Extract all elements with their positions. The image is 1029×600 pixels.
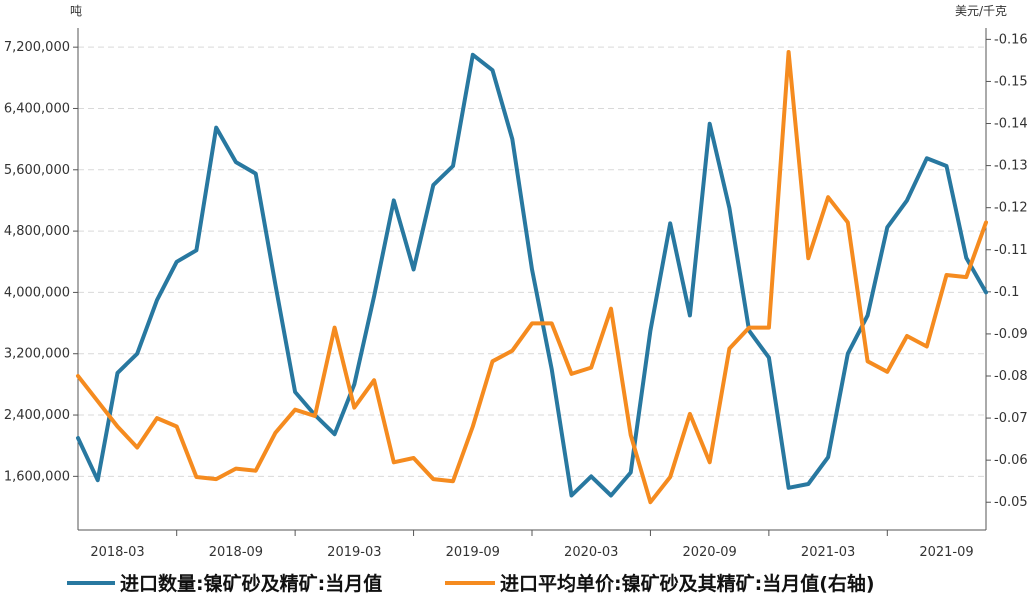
left-tick-label: 3,200,000 (4, 347, 70, 362)
right-tick-label: -0.1 (994, 285, 1019, 300)
series-line-quantity (76, 52, 988, 498)
right-axis-unit: 美元/千克 (955, 4, 1007, 18)
right-axis-ticks: -0.05 -0.06 -0.07 -0.08 -0.09 -0.1 -0.11 -0.12 -… (986, 32, 1028, 510)
left-tick-label: 7,200,000 (4, 40, 70, 55)
gridlines (78, 46, 986, 477)
x-tick-label: 2019-03 (327, 545, 381, 560)
legend: 进口数量:镍矿砂及精矿:当月值 进口平均单价:镍矿砂及其精矿:当月值(右轴) (67, 572, 875, 595)
x-axis-ticks: 2018-03 2018-09 2019-03 2019-09 2020-03 2020-… (90, 530, 974, 560)
right-tick-label: -0.13 (994, 159, 1028, 174)
x-tick-label: 2021-03 (801, 545, 855, 560)
x-tick-label: 2019-09 (446, 545, 500, 560)
right-tick-label: -0.14 (994, 117, 1028, 132)
right-tick-label: -0.06 (994, 453, 1028, 468)
right-tick-label: -0.15 (994, 74, 1028, 89)
right-tick-label: -0.11 (994, 243, 1028, 258)
right-tick-label: -0.12 (994, 201, 1028, 216)
right-tick-label: -0.08 (994, 369, 1028, 384)
left-axis-unit: 吨 (70, 4, 82, 18)
x-tick-label: 2021-09 (919, 545, 973, 560)
left-tick-label: 5,600,000 (4, 163, 70, 178)
series-lines (76, 50, 988, 505)
series-line-price (76, 50, 988, 505)
x-tick-label: 2020-09 (682, 545, 736, 560)
left-axis-ticks: 1,600,000 2,400,000 3,200,000 4,000,000 4,80… (4, 40, 78, 484)
right-tick-label: -0.07 (994, 411, 1028, 426)
x-tick-label: 2018-09 (209, 545, 263, 560)
right-tick-label: -0.05 (994, 495, 1028, 510)
right-tick-label: -0.16 (994, 32, 1028, 47)
x-tick-label: 2018-03 (90, 545, 144, 560)
legend-label-price: 进口平均单价:镍矿砂及其精矿:当月值(右轴) (500, 572, 875, 595)
left-tick-label: 4,000,000 (4, 285, 70, 300)
left-tick-label: 6,400,000 (4, 101, 70, 116)
right-tick-label: -0.09 (994, 327, 1028, 342)
legend-label-quantity: 进口数量:镍矿砂及精矿:当月值 (120, 572, 382, 595)
left-tick-label: 4,800,000 (4, 224, 70, 239)
x-tick-label: 2020-03 (564, 545, 618, 560)
left-tick-label: 2,400,000 (4, 408, 70, 423)
left-tick-label: 1,600,000 (4, 469, 70, 484)
